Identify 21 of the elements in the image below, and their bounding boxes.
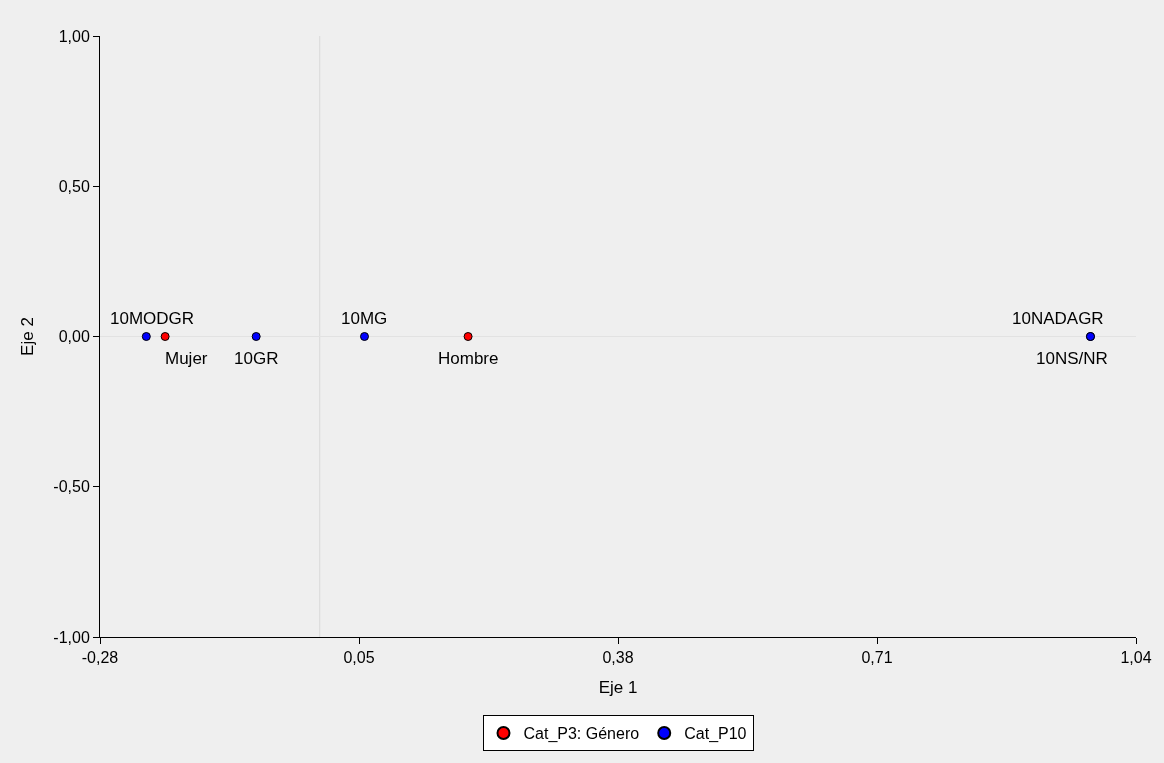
annotation: 10MODGR <box>110 309 195 328</box>
legend-label: Cat_P10 <box>684 725 747 744</box>
annotation: 10NADAGR <box>1012 309 1104 328</box>
y-tick-label: 0,00 <box>58 328 90 346</box>
y-tick-label: -1,00 <box>53 628 90 646</box>
y-axis-title: Eje 2 <box>17 317 37 356</box>
x-tick-label: 0,05 <box>343 649 375 667</box>
annotation: 10MG <box>341 309 388 328</box>
legend-label: Cat_P3: Género <box>523 725 640 744</box>
x-tick-label: -0,28 <box>81 649 119 667</box>
annotation: Hombre <box>438 349 499 368</box>
y-tick-label: 1,00 <box>58 27 90 45</box>
x-tick-label: 0,38 <box>602 649 634 667</box>
annotation: 10GR <box>234 349 279 368</box>
y-tick-label: 0,50 <box>58 177 90 195</box>
annotation: 10NS/NR <box>1036 349 1108 368</box>
annotation: Mujer <box>165 349 208 368</box>
y-tick-label: -0,50 <box>53 478 90 496</box>
x-axis-title: Eje 1 <box>598 677 638 697</box>
x-tick-label: 1,04 <box>1120 649 1152 667</box>
x-tick-label: 0,71 <box>861 649 893 667</box>
